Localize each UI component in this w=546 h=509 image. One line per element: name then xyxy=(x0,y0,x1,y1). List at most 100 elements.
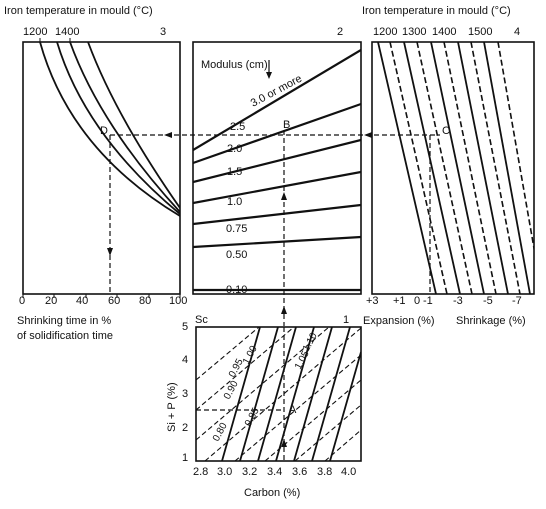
panel1-bottom-tick-60: 60 xyxy=(108,295,121,307)
panel1-frame xyxy=(22,41,181,295)
panel3-top-tick-1400: 1400 xyxy=(432,26,457,38)
panel1-number: 3 xyxy=(160,26,167,38)
panel1-top-tick-1200: 1200 xyxy=(23,26,48,38)
panel4-sc-line xyxy=(294,404,361,461)
down-arrow xyxy=(107,248,113,256)
panel3-bottom-tick-m1: -1 xyxy=(423,295,433,307)
panel2-label-2.5: 2.5 xyxy=(230,121,245,133)
panel3-frame xyxy=(371,41,535,295)
panel4-carbon-line xyxy=(257,327,297,461)
panel2-sc-label: Sc xyxy=(195,314,208,326)
panel4-xtick-2.8: 2.8 xyxy=(193,466,209,478)
panel2-curve-2.0 xyxy=(193,138,361,184)
panel2-point-b: B xyxy=(283,119,290,131)
panel1-curve xyxy=(69,42,180,213)
panel2-label-1.0: 1.0 xyxy=(227,196,242,208)
panel1-curve xyxy=(39,42,180,217)
panel2-curve-1.0 xyxy=(193,203,361,226)
panel4-carbon-line xyxy=(311,327,351,461)
panel1-bottom-tick-100: 100 xyxy=(169,295,188,307)
panel4-carbon-line xyxy=(293,327,333,461)
panel4-sc-line xyxy=(234,354,361,461)
panel1-xlabel-line2: of solidification time xyxy=(17,330,113,342)
panel1-curve xyxy=(87,42,180,209)
panel4-sc-line xyxy=(196,327,260,381)
panel4-xtick-3.2: 3.2 xyxy=(242,466,258,478)
panel4-up-arrow xyxy=(281,439,287,447)
panel4-ytick-1: 1 xyxy=(182,452,189,464)
panel3-line xyxy=(403,42,461,294)
panel3-dashed-line xyxy=(389,42,448,294)
panel3-bottom-tick-p3: +3 xyxy=(366,295,379,307)
panel4-carbon-line xyxy=(329,351,361,461)
panel2-curve-2.5 xyxy=(193,102,361,165)
panel1-bottom-tick-20: 20 xyxy=(45,295,58,307)
left-top-title: Iron temperature in mould (°C) xyxy=(4,5,153,17)
panel4-ytick-3: 3 xyxy=(182,388,189,400)
panel4-ytick-5: 5 xyxy=(182,321,189,333)
panel1-xlabel-line1: Shrinking time in % xyxy=(17,315,112,327)
panel4-sc-line xyxy=(204,327,361,461)
panel4-carbon-line xyxy=(275,327,315,461)
panel2-frame xyxy=(192,41,362,295)
panel1-bottom-tick-40: 40 xyxy=(76,295,89,307)
panel4-xlabel: Carbon (%) xyxy=(244,487,301,499)
panel3-bottom-tick-m3: -3 xyxy=(453,295,463,307)
panel2-modulus-label: Modulus (cm) xyxy=(201,59,268,71)
panel1-point-d: D xyxy=(100,125,108,137)
panel2-curve-3.0 xyxy=(193,49,361,151)
panel4-sc-label-0.90: 0.90 xyxy=(222,379,241,402)
right-top-title: Iron temperature in mould (°C) xyxy=(362,5,511,17)
panel2-up-arrow xyxy=(281,306,287,314)
panel2-label-3.0: 3.0 or more xyxy=(249,73,304,110)
panel4-sc-label-0.85: 0.85 xyxy=(243,406,262,429)
panel2-up-arrow xyxy=(281,192,287,200)
panel3-top-tick-1300: 1300 xyxy=(402,26,427,38)
panel2-curve-0.75 xyxy=(193,235,361,249)
panel4-xtick-3.8: 3.8 xyxy=(317,466,333,478)
left-arrow xyxy=(364,132,372,138)
panel3-line xyxy=(430,42,485,294)
panel1-bottom-tick-80: 80 xyxy=(139,295,152,307)
panel3-number: 4 xyxy=(514,26,521,38)
panel4-sc-line xyxy=(264,379,361,461)
panel4-sc-label-1.00: 1.00 xyxy=(241,344,260,367)
panel2-label-0.50: 0.50 xyxy=(226,249,247,261)
panel1-bottom-tick-0: 0 xyxy=(19,295,26,307)
panel4-sc-label-1.10: 1.10 xyxy=(301,331,320,354)
panel3-line xyxy=(457,42,509,294)
panel4-xtick-3.4: 3.4 xyxy=(267,466,283,478)
panel4-xtick-3.6: 3.6 xyxy=(292,466,308,478)
panel2-sc-value: 1 xyxy=(343,314,350,326)
panel4-ytick-4: 4 xyxy=(182,354,189,366)
panel3-bottom-tick-m7: -7 xyxy=(512,295,522,307)
panel3-dashed-line xyxy=(416,42,473,294)
panel2-label-1.5: 1.5 xyxy=(227,166,242,178)
panel2-curve-1.5 xyxy=(193,170,361,205)
panel4-ytick-2: 2 xyxy=(182,422,189,434)
panel3-top-tick-1200: 1200 xyxy=(373,26,398,38)
panel3-line xyxy=(483,42,531,294)
panel3-line xyxy=(377,42,437,294)
panel3-xlabel-left: Expansion (%) xyxy=(363,315,435,327)
panel4-carbon-line xyxy=(239,327,279,461)
panel3-bottom-tick-0: 0 xyxy=(414,295,421,307)
panel2-label-0.75: 0.75 xyxy=(226,223,247,235)
panel2-number: 2 xyxy=(337,26,344,38)
panel3-top-tick-1500: 1500 xyxy=(468,26,493,38)
panel1-top-tick-1400: 1400 xyxy=(55,26,80,38)
panel3-bottom-tick-p1: +1 xyxy=(393,295,406,307)
panel3-dashed-line xyxy=(443,42,497,294)
panel4-xtick-3.0: 3.0 xyxy=(217,466,233,478)
panel4-frame xyxy=(195,326,362,462)
panel3-dashed-line xyxy=(470,42,521,294)
panel3-bottom-tick-m5: -5 xyxy=(483,295,493,307)
panel4-sc-line xyxy=(196,327,330,441)
panel3-point-c: C xyxy=(442,125,450,137)
left-arrow xyxy=(164,132,172,138)
panel4-carbon-line xyxy=(221,327,261,461)
panel4-ylabel: Si + P (%) xyxy=(166,382,178,432)
panel1-curve xyxy=(56,42,180,215)
